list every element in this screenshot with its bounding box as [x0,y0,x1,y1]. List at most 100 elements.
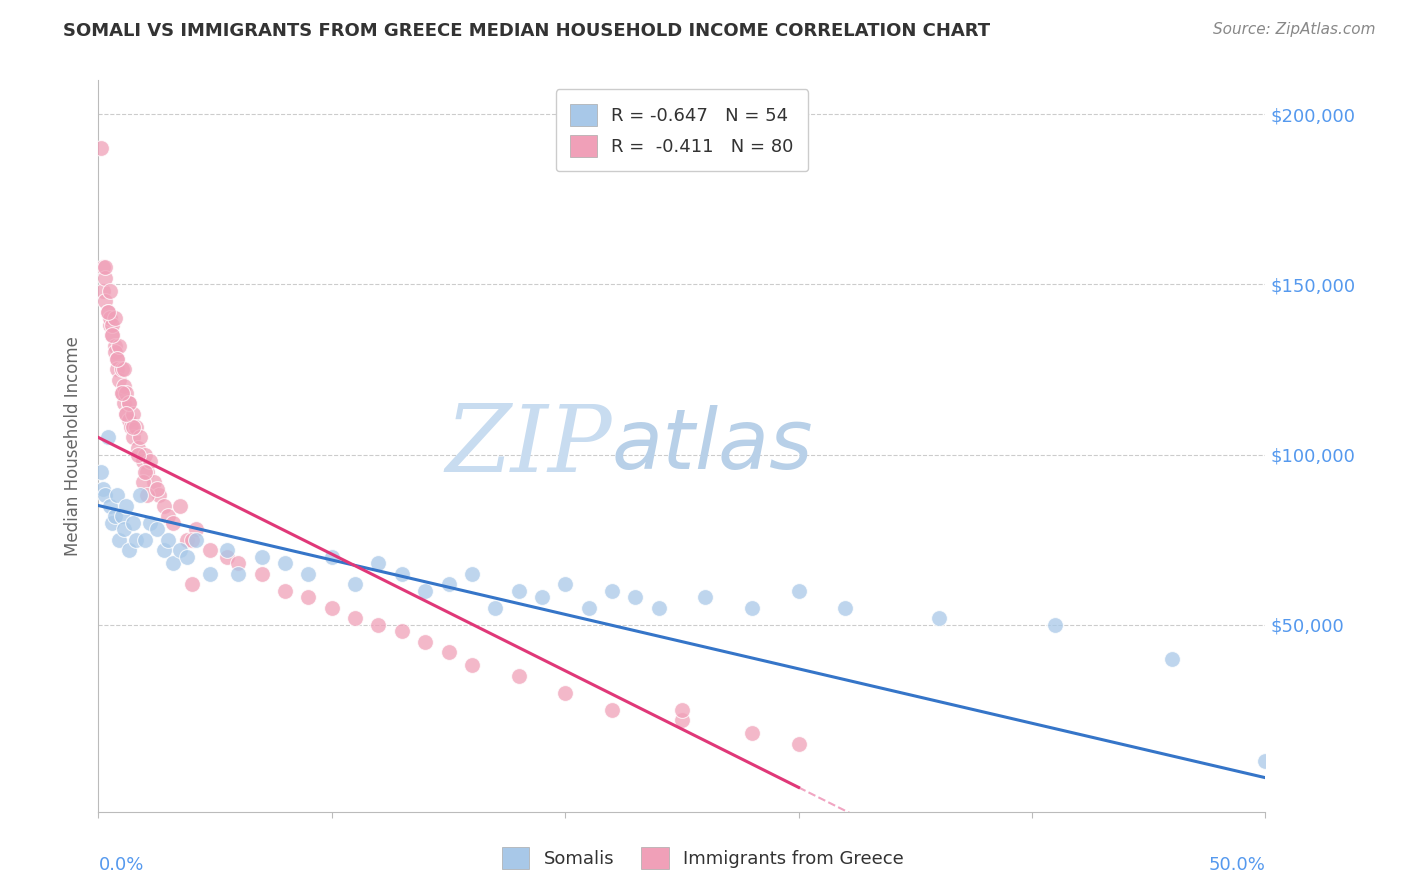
Point [94,294,117,309]
Point [101,516,124,530]
Point [169,542,191,557]
Point [215,542,238,557]
Point [162,516,184,530]
Point [344,611,367,625]
Point [90,141,112,155]
Point [162,557,184,571]
Point [134,448,156,462]
Point [554,576,576,591]
Point [122,420,145,434]
Point [105,352,128,367]
Point [115,386,138,401]
Point [105,362,128,376]
Point [91,260,114,275]
Point [112,522,135,536]
Point [105,488,128,502]
Point [508,668,530,682]
Point [1161,651,1184,665]
Point [461,658,484,673]
Point [200,542,222,557]
Point [98,318,121,333]
Text: Source: ZipAtlas.com: Source: ZipAtlas.com [1212,22,1375,37]
Point [98,311,121,326]
Point [228,557,250,571]
Point [136,465,159,479]
Point [1254,754,1277,768]
Point [125,420,148,434]
Point [695,591,717,605]
Legend: R = -0.647   N = 54, R =  -0.411   N = 80: R = -0.647 N = 54, R = -0.411 N = 80 [555,89,808,171]
Point [98,284,121,298]
Point [152,542,174,557]
Point [250,549,273,564]
Point [437,576,460,591]
Point [600,703,623,717]
Point [180,576,202,591]
Point [787,737,810,751]
Point [111,362,134,376]
Point [367,617,389,632]
Point [508,583,530,598]
Point [554,686,576,700]
Point [200,566,222,581]
Point [118,413,141,427]
Point [834,600,856,615]
Point [228,566,250,581]
Point [105,352,128,367]
Point [115,407,138,421]
Point [186,522,208,536]
Point [118,542,141,557]
Point [148,488,170,502]
Point [134,465,156,479]
Point [120,420,142,434]
Point [391,566,413,581]
Point [97,430,120,444]
Point [413,583,436,598]
Point [146,522,169,536]
Point [104,345,127,359]
Point [108,338,131,352]
Point [928,611,950,625]
Point [122,430,145,444]
Point [176,533,198,547]
Point [391,624,413,639]
Point [111,386,134,401]
Point [108,373,131,387]
Point [94,270,117,285]
Point [671,703,693,717]
Text: ZIP: ZIP [446,401,612,491]
Point [624,591,647,605]
Point [112,362,135,376]
Point [152,499,174,513]
Legend: Somalis, Immigrants from Greece: Somalis, Immigrants from Greece [494,838,912,879]
Point [250,566,273,581]
Point [143,475,166,489]
Point [104,508,127,523]
Point [104,338,127,352]
Point [741,600,763,615]
Point [461,566,484,581]
Text: 50.0%: 50.0% [1209,855,1265,873]
Point [125,533,148,547]
Point [1045,617,1067,632]
Point [129,430,152,444]
Point [118,396,141,410]
Point [97,304,120,318]
Point [127,441,149,455]
Point [741,726,763,740]
Point [484,600,506,615]
Point [91,284,114,298]
Y-axis label: Median Household Income: Median Household Income [65,336,83,556]
Point [94,488,117,502]
Point [215,549,238,564]
Point [101,328,124,343]
Text: SOMALI VS IMMIGRANTS FROM GREECE MEDIAN HOUSEHOLD INCOME CORRELATION CHART: SOMALI VS IMMIGRANTS FROM GREECE MEDIAN … [63,22,990,40]
Point [321,600,343,615]
Point [437,645,460,659]
Point [112,379,135,393]
Point [90,465,112,479]
Point [101,318,124,333]
Point [111,508,134,523]
Point [647,600,669,615]
Text: 0.0%: 0.0% [98,855,143,873]
